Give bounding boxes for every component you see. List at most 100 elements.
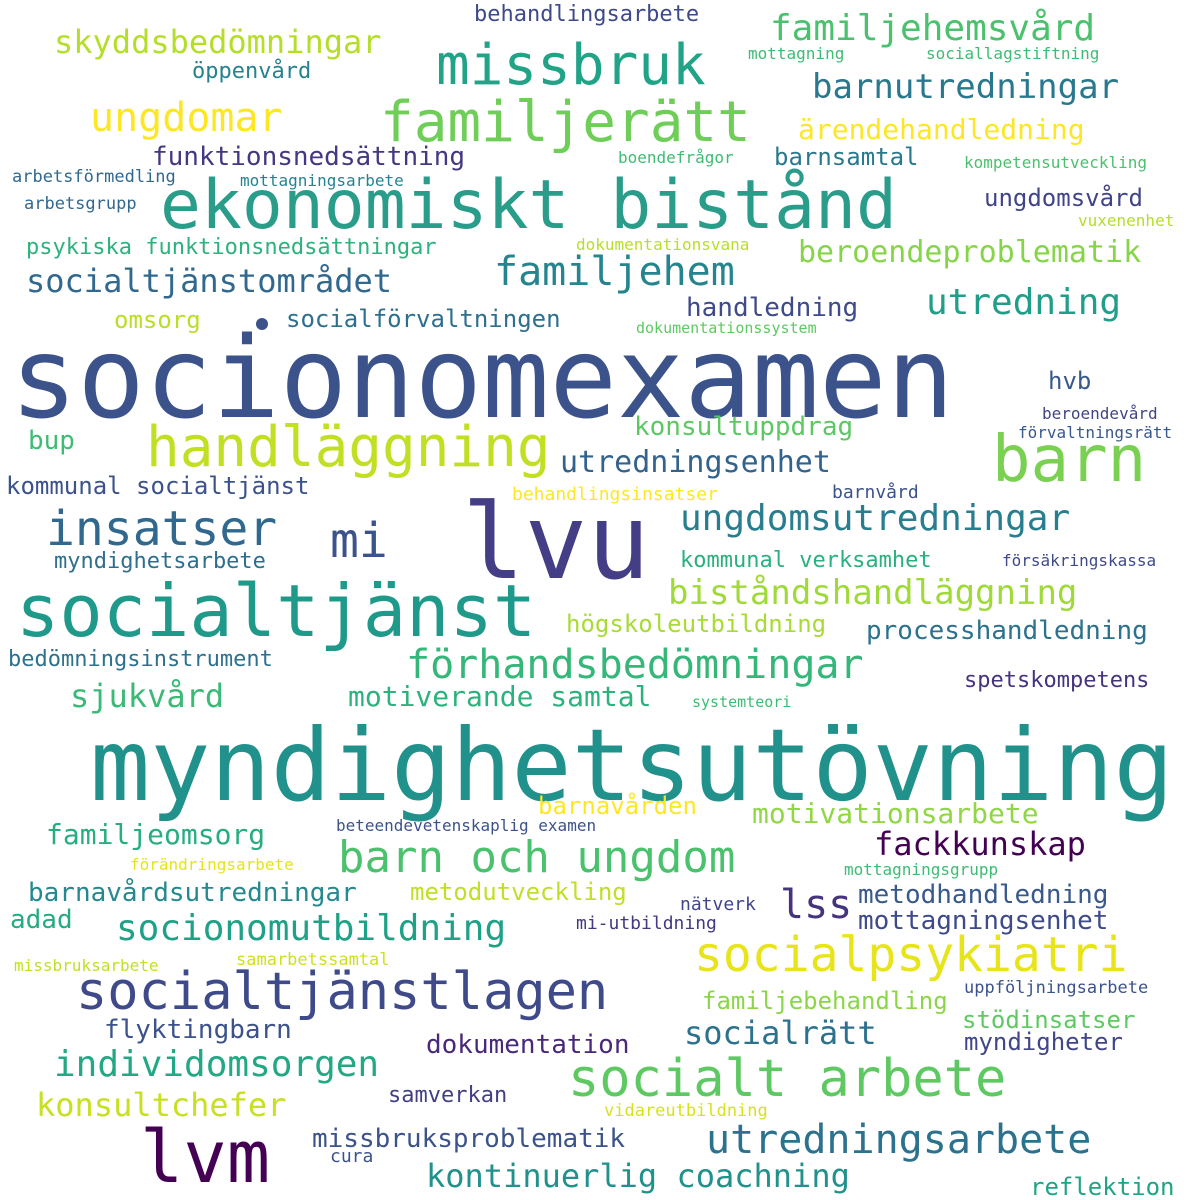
word-beroendeproblematik: beroendeproblematik	[798, 235, 1142, 270]
word-motivationsarbete: motivationsarbete	[752, 797, 1039, 830]
word-missbruksproblematik: missbruksproblematik	[312, 1124, 626, 1154]
word-mi: mi	[330, 513, 388, 569]
word-natverk: nätverk	[680, 894, 756, 915]
word-utredning: utredning	[926, 282, 1122, 323]
word-insatser: insatser	[46, 501, 278, 557]
word-utredningsenhet: utredningsenhet	[560, 445, 831, 480]
word-dokumentation: dokumentation	[426, 1030, 630, 1060]
word-bistandshandlaggning: biståndshandläggning	[668, 573, 1078, 613]
word-handlaggning: handläggning	[146, 415, 551, 480]
word-kontinuerlig-coachning: kontinuerlig coachning	[426, 1157, 850, 1195]
word-behandlingsinsatser: behandlingsinsatser	[512, 484, 718, 505]
word-skyddsbedomningar: skyddsbedömningar	[54, 23, 382, 61]
word-barnavardsutredningar: barnavårdsutredningar	[28, 878, 357, 908]
word-kommunal-verksamhet: kommunal verksamhet	[680, 548, 932, 573]
word-forsakringskassa: försäkringskassa	[1002, 551, 1157, 570]
word-adad: adad	[10, 905, 73, 935]
word-sociallagstiftning: sociallagstiftning	[926, 44, 1100, 63]
word-uppfoljningsarbete: uppföljningsarbete	[964, 978, 1149, 998]
word-familjehem: familjehem	[494, 249, 735, 295]
word-dokumentationsvana: dokumentationsvana	[576, 235, 750, 254]
word-psykiska-funktionsnedsattningar: psykiska funktionsnedsättningar	[26, 235, 437, 260]
word-socialtjanstomradet: socialtjänstområdet	[26, 262, 393, 300]
word-dokumentationssystem: dokumentationssystem	[636, 319, 817, 337]
word-individomsorgen: individomsorgen	[54, 1044, 380, 1085]
word-sjukvard: sjukvård	[70, 677, 225, 715]
word-spetskompetens: spetskompetens	[964, 668, 1150, 693]
word-familjeratt: familjerätt	[380, 90, 751, 155]
word-ungdomar: ungdomar	[90, 95, 283, 141]
word-systemteori: systemteori	[692, 693, 792, 711]
word-familjehemsvard: familjehemsvård	[770, 8, 1096, 49]
word-bedomningsinstrument: bedömningsinstrument	[8, 647, 273, 672]
word-missbruk: missbruk	[436, 33, 706, 98]
word-missbruksarbete: missbruksarbete	[14, 956, 159, 975]
word-arendehandledning: ärendehandledning	[798, 113, 1085, 146]
word-forhandsbedomningar: förhandsbedömningar	[406, 642, 864, 688]
word-vuxenenhet: vuxenenhet	[1078, 211, 1175, 230]
word-socionomutbildning: socionomutbildning	[116, 908, 507, 949]
word-samverkan: samverkan	[388, 1083, 508, 1108]
word-cura: cura	[330, 1146, 374, 1167]
word-beroendevard: beroendevård	[1042, 404, 1158, 423]
word-ungdomsutredningar: ungdomsutredningar	[680, 498, 1071, 539]
word-hvb: hvb	[1048, 367, 1092, 395]
word-mottagning: mottagning	[748, 44, 845, 63]
word-kompetensutveckling: kompetensutveckling	[964, 153, 1148, 172]
word-socialtjanstlagen: socialtjänstlagen	[76, 962, 609, 1022]
word-fackkunskap: fackkunskap	[874, 825, 1086, 863]
word-bup: bup	[28, 426, 75, 456]
word-barnvard: barnvård	[832, 482, 919, 503]
word-socialtjanst: socialtjänst	[16, 569, 537, 653]
word-metodutveckling: metodutveckling	[410, 878, 627, 906]
word-forandringsarbete: förändringsarbete	[130, 855, 294, 874]
word-lvm: lvm	[140, 1115, 271, 1199]
word-omsorg: omsorg	[114, 306, 201, 334]
word-myndighetsutovning: myndighetsutövning	[90, 707, 1174, 824]
word-kommunal-socialtjanst: kommunal socialtjänst	[6, 472, 310, 500]
word-hogskoleutbildning: högskoleutbildning	[566, 610, 827, 638]
word-lvu: lvu	[462, 481, 650, 603]
word-metodhandledning: metodhandledning	[858, 880, 1109, 910]
word-mottagningsgrupp: mottagningsgrupp	[844, 860, 999, 879]
word-vidareutbildning: vidareutbildning	[604, 1101, 768, 1121]
word-familjeomsorg: familjeomsorg	[46, 818, 266, 851]
word-ungdomsvard: ungdomsvård	[984, 184, 1143, 212]
word-familjebehandling: familjebehandling	[702, 987, 948, 1015]
word-handledning: handledning	[686, 293, 859, 323]
word-boendefragor: boendefrågor	[618, 148, 734, 167]
word-socionomexamen: socionomexamen	[10, 314, 955, 444]
word-forvaltningsratt: förvaltningsrätt	[1018, 423, 1173, 442]
word-lss: lss	[780, 882, 853, 928]
word-socialforvaltningen: socialförvaltningen	[286, 305, 561, 333]
word-processhandledning: processhandledning	[866, 616, 1148, 646]
word-konsultuppdrag: konsultuppdrag	[634, 412, 854, 442]
word-reflektion: reflektion	[1030, 1173, 1175, 1200]
word-flyktingbarn: flyktingbarn	[104, 1015, 292, 1045]
word-mottagningsenhet: mottagningsenhet	[858, 906, 1109, 936]
word-oppenvard: öppenvård	[192, 59, 312, 84]
word-utredningsarbete: utredningsarbete	[706, 1117, 1092, 1163]
word-ekonomiskt-bistand: ekonomiskt bistånd	[160, 166, 897, 245]
word-samarbetssamtal: samarbetssamtal	[236, 950, 390, 970]
word-myndigheter: myndigheter	[964, 1028, 1123, 1056]
word-motiverande-samtal: motiverande samtal	[348, 680, 652, 713]
word-mi-utbildning: mi-utbildning	[576, 913, 717, 934]
dot-mark	[256, 318, 268, 330]
word-arbetsgrupp: arbetsgrupp	[24, 194, 137, 214]
word-funktionsnedsattning: funktionsnedsättning	[152, 142, 466, 172]
word-barnutredningar: barnutredningar	[812, 67, 1120, 107]
word-arbetsformedling: arbetsförmedling	[12, 167, 176, 187]
word-barnavarden: barnavården	[538, 792, 697, 820]
word-barn-och-ungdom: barn och ungdom	[338, 832, 736, 883]
word-socialratt: socialrätt	[684, 1014, 877, 1052]
word-mottagningsarbete: mottagningsarbete	[240, 171, 404, 190]
word-socialpsykiatri: socialpsykiatri	[694, 927, 1128, 983]
word-behandlingsarbete: behandlingsarbete	[474, 2, 700, 27]
word-stodinsatser: stödinsatser	[962, 1006, 1136, 1034]
word-konsultchefer: konsultchefer	[36, 1086, 287, 1124]
word-barn: barn	[992, 423, 1147, 497]
word-myndighetsarbete: myndighetsarbete	[54, 549, 266, 574]
word-beteendevetenskaplig-examen: beteendevetenskaplig examen	[336, 816, 597, 835]
